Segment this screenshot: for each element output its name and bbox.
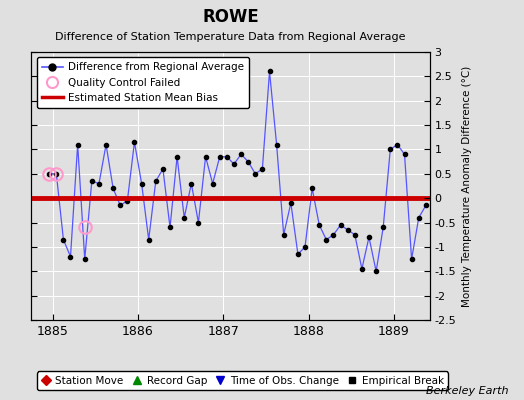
Y-axis label: Monthly Temperature Anomaly Difference (°C): Monthly Temperature Anomaly Difference (…: [462, 65, 472, 307]
Text: ROWE: ROWE: [202, 8, 259, 26]
Text: Berkeley Earth: Berkeley Earth: [426, 386, 508, 396]
Legend: Station Move, Record Gap, Time of Obs. Change, Empirical Break: Station Move, Record Gap, Time of Obs. C…: [37, 372, 448, 390]
Text: Difference of Station Temperature Data from Regional Average: Difference of Station Temperature Data f…: [56, 32, 406, 42]
